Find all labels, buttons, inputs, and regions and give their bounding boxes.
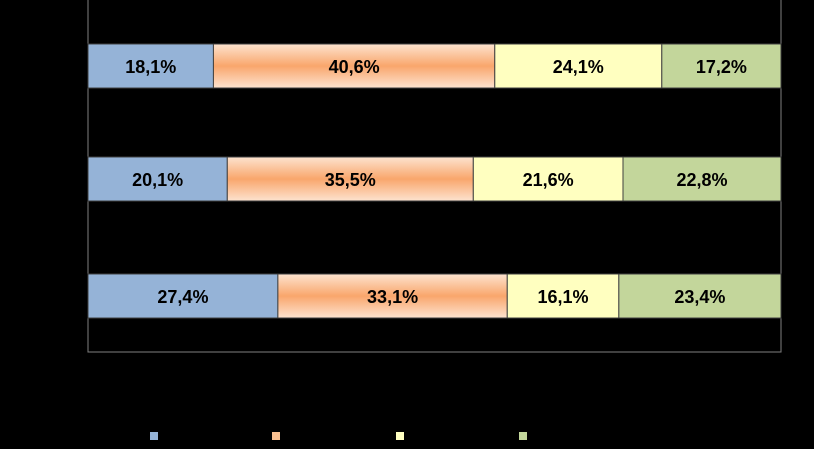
data-label: 17,2%	[696, 57, 747, 77]
data-label: 40,6%	[329, 57, 380, 77]
bar-segment	[506, 273, 620, 319]
data-label: 23,4%	[674, 287, 725, 307]
data-label: 27,4%	[157, 287, 208, 307]
legend-marker	[272, 432, 280, 440]
legend-marker	[150, 432, 158, 440]
legend-marker	[396, 432, 404, 440]
bar-segment	[212, 43, 496, 89]
data-label: 33,1%	[367, 287, 418, 307]
data-label: 21,6%	[523, 170, 574, 190]
data-label: 24,1%	[553, 57, 604, 77]
bar-segment	[87, 273, 279, 319]
data-label: 18,1%	[125, 57, 176, 77]
bar-segment	[661, 43, 782, 89]
data-label: 20,1%	[132, 170, 183, 190]
bar-segment	[494, 43, 663, 89]
data-label: 16,1%	[538, 287, 589, 307]
bar-segment	[618, 273, 782, 319]
data-label: 35,5%	[325, 170, 376, 190]
bar-segment	[277, 273, 508, 319]
data-label: 22,8%	[676, 170, 727, 190]
bar-segment	[622, 156, 782, 202]
legend-marker	[519, 432, 527, 440]
bar-segment	[226, 156, 474, 202]
